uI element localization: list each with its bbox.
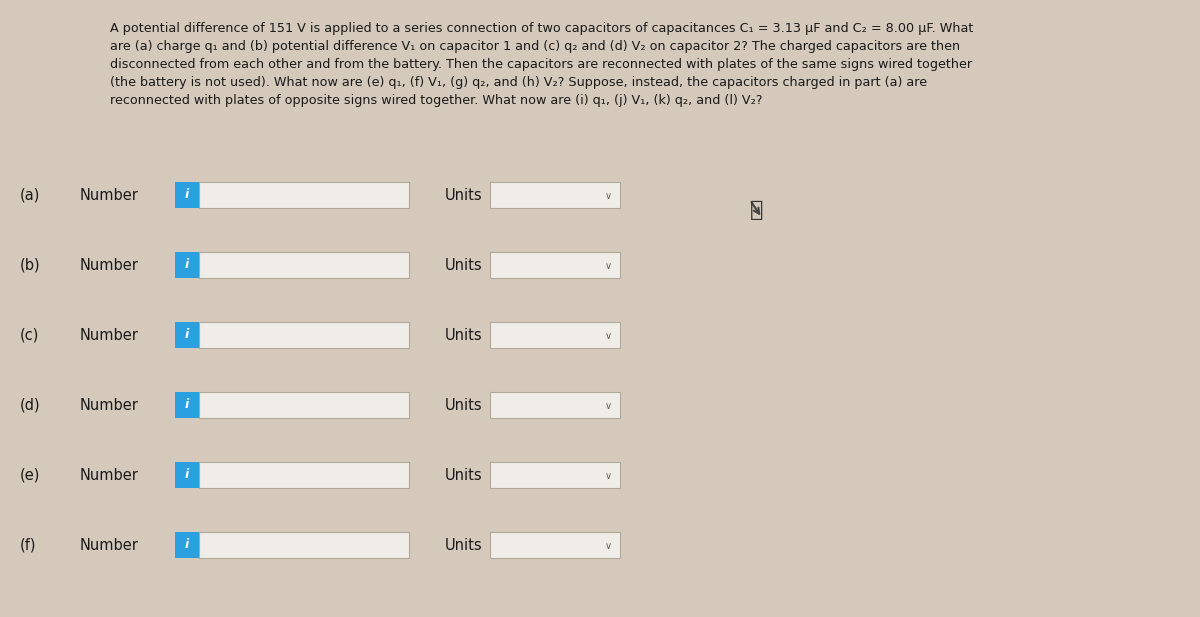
Bar [199,462,409,488]
Bar [490,462,620,488]
Bar [199,182,409,208]
Text: Units: Units [445,188,482,202]
Text: Number: Number [80,257,139,273]
Text: (the battery is not used). What now are (e) q₁, (f) V₁, (g) q₂, and (h) V₂? Supp: (the battery is not used). What now are … [110,76,928,89]
Text: Units: Units [445,468,482,482]
Text: ∨: ∨ [605,191,612,201]
Bar [199,322,409,348]
Text: Units: Units [445,397,482,413]
Bar [175,462,199,488]
Text: ⮣: ⮣ [750,200,763,220]
Text: ∨: ∨ [605,331,612,341]
Bar [175,532,199,558]
Text: i: i [185,468,190,481]
Text: ∨: ∨ [605,401,612,411]
Text: Number: Number [80,397,139,413]
Text: i: i [185,259,190,271]
Bar [175,392,199,418]
Bar [490,322,620,348]
Text: Units: Units [445,537,482,552]
Text: (c): (c) [20,328,40,342]
Text: i: i [185,189,190,202]
Bar [175,182,199,208]
Text: (a): (a) [20,188,41,202]
Bar [199,252,409,278]
Text: i: i [185,399,190,412]
Text: Number: Number [80,188,139,202]
Text: Units: Units [445,257,482,273]
Text: i: i [185,328,190,341]
Text: i: i [185,539,190,552]
Bar [175,252,199,278]
Text: Units: Units [445,328,482,342]
Text: Number: Number [80,468,139,482]
Text: (b): (b) [20,257,41,273]
Bar [490,252,620,278]
Bar [490,182,620,208]
Bar [490,532,620,558]
Bar [199,392,409,418]
Text: disconnected from each other and from the battery. Then the capacitors are recon: disconnected from each other and from th… [110,58,972,71]
Text: are (a) charge q₁ and (b) potential difference V₁ on capacitor 1 and (c) q₂ and : are (a) charge q₁ and (b) potential diff… [110,40,960,53]
Bar [199,532,409,558]
Text: ∨: ∨ [605,261,612,271]
Text: ∨: ∨ [605,471,612,481]
Bar [175,322,199,348]
Text: A potential difference of 151 V is applied to a series connection of two capacit: A potential difference of 151 V is appli… [110,22,973,35]
Text: (f): (f) [20,537,36,552]
Text: Number: Number [80,537,139,552]
Bar [490,392,620,418]
Text: reconnected with plates of opposite signs wired together. What now are (i) q₁, (: reconnected with plates of opposite sign… [110,94,762,107]
Text: ∨: ∨ [605,541,612,551]
Text: (e): (e) [20,468,41,482]
Text: (d): (d) [20,397,41,413]
Text: Number: Number [80,328,139,342]
